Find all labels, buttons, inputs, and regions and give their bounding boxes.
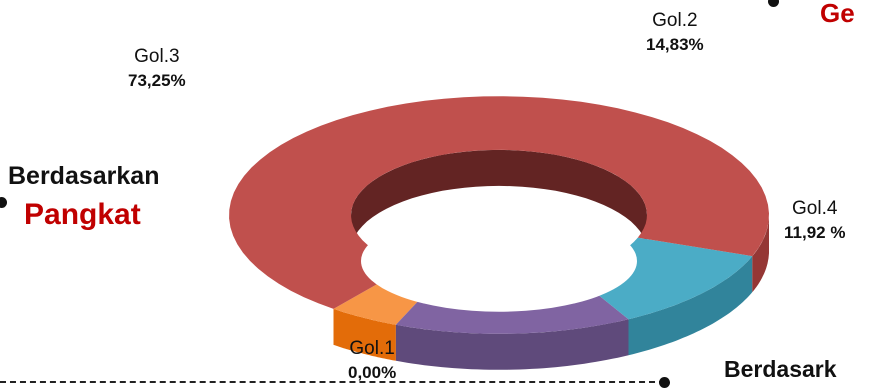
slice-side-2: [628, 256, 753, 356]
heading-cut-bottom: Berdasark: [724, 356, 837, 382]
left-marker-dot: [0, 197, 7, 208]
slice-side-3: [752, 215, 769, 293]
gol-1-name: Gol.1: [349, 338, 395, 359]
label-gol-1: Gol.1 0,00%: [348, 336, 396, 385]
label-gol-3: Gol.3 73,25%: [128, 44, 186, 93]
label-gol-2: Gol.2 14,83%: [646, 8, 704, 57]
dashed-divider: [0, 381, 665, 383]
heading-pangkat: Pangkat: [24, 198, 141, 231]
slice-inner-3: [351, 149, 647, 251]
slice-side-0: [333, 308, 396, 361]
heading-cut-right: Ge: [820, 0, 855, 28]
gol-2-name: Gol.2: [652, 10, 698, 31]
label-gol-4: Gol.4 11,92 %: [784, 196, 845, 245]
heading-berdasarkan: Berdasarkan: [8, 162, 160, 190]
gol-4-name: Gol.4: [792, 198, 838, 219]
gol-3-name: Gol.3: [134, 46, 180, 67]
donut-hole: [361, 210, 637, 312]
slice-side-1: [395, 319, 629, 370]
gol-4-value: 11,92 %: [784, 222, 846, 242]
gol-2-value: 14,83%: [646, 34, 704, 54]
divider-end-dot: [659, 377, 670, 388]
gol-3-value: 73,25%: [128, 70, 186, 90]
top-right-marker-dot: [768, 0, 779, 7]
gol-1-value: 0,00%: [348, 362, 397, 382]
